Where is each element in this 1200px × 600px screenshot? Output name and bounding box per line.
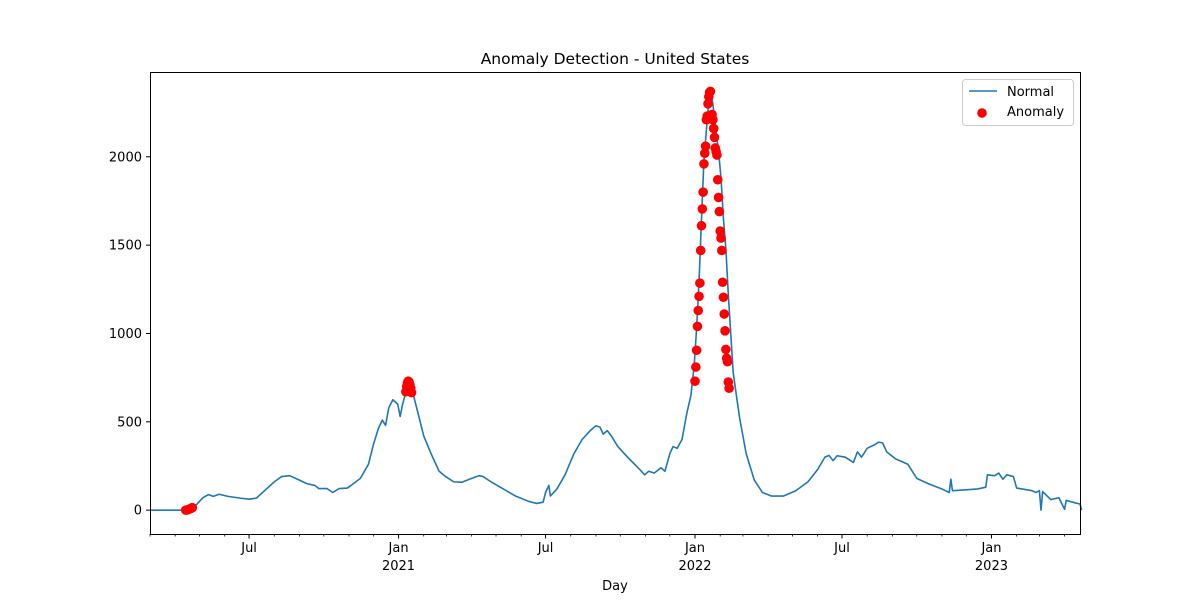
anomaly-point bbox=[697, 204, 708, 214]
anomaly-point bbox=[722, 356, 733, 367]
anomaly-point bbox=[709, 132, 720, 143]
y-axis: 0 500 1000 1500 2000 bbox=[109, 150, 150, 519]
y-tick-label: 500 bbox=[117, 415, 142, 430]
legend-marker-anomaly bbox=[977, 108, 987, 118]
anomaly-point bbox=[187, 502, 198, 513]
y-tick-label: 1500 bbox=[109, 239, 142, 254]
anomaly-point bbox=[717, 277, 728, 288]
plot-area bbox=[150, 86, 1083, 515]
anomaly-point bbox=[716, 233, 726, 243]
x-tick-label: Jul bbox=[537, 541, 554, 556]
anomaly-point bbox=[708, 123, 719, 134]
anomaly-point bbox=[717, 245, 727, 256]
x-tick-label: Jan bbox=[388, 541, 409, 556]
x-tick-label: Jan bbox=[980, 541, 1001, 556]
anomaly-point bbox=[718, 292, 729, 303]
anomaly-point bbox=[724, 383, 734, 394]
anomaly-point bbox=[695, 278, 705, 288]
anomaly-point bbox=[721, 344, 731, 355]
anomaly-points bbox=[180, 86, 734, 515]
anomaly-point bbox=[693, 305, 704, 316]
anomaly-point bbox=[719, 309, 730, 319]
legend-label-anomaly: Anomaly bbox=[1007, 105, 1064, 120]
anomaly-point bbox=[705, 86, 716, 97]
anomaly-point bbox=[696, 220, 707, 231]
x-tick-label: Jan bbox=[684, 541, 705, 556]
anomaly-point bbox=[698, 187, 708, 197]
anomaly-point bbox=[406, 387, 417, 398]
anomaly-point bbox=[713, 192, 724, 203]
chart-title: Anomaly Detection - United States bbox=[481, 50, 750, 68]
x-tick-year-label: 2023 bbox=[975, 559, 1008, 574]
anomaly-point bbox=[715, 226, 725, 236]
legend-label-normal: Normal bbox=[1007, 85, 1054, 100]
anomaly-point bbox=[712, 150, 722, 160]
x-axis: Jul Jan 2021 Jul Jan 2022 Jul Jan 2023 bbox=[149, 534, 1065, 574]
anomaly-point bbox=[699, 159, 709, 169]
anomaly-point bbox=[694, 291, 704, 302]
x-tick-year-label: 2021 bbox=[382, 559, 415, 574]
anomaly-point bbox=[700, 141, 711, 151]
y-tick-label: 0 bbox=[134, 504, 142, 519]
anomaly-point bbox=[691, 362, 701, 372]
anomaly-point bbox=[720, 326, 730, 336]
series-line-normal bbox=[150, 90, 1083, 511]
legend: Normal Anomaly bbox=[962, 79, 1074, 126]
anomaly-point bbox=[699, 148, 710, 159]
anomaly-point bbox=[703, 99, 713, 109]
y-tick-label: 2000 bbox=[109, 150, 142, 165]
y-tick-label: 1000 bbox=[109, 327, 142, 342]
x-tick-year-label: 2022 bbox=[678, 559, 711, 574]
x-tick-label: Jul bbox=[833, 541, 850, 556]
anomaly-point bbox=[690, 376, 700, 386]
anomaly-point bbox=[712, 174, 723, 185]
anomaly-point bbox=[695, 245, 706, 256]
x-tick-label: Jul bbox=[240, 541, 257, 556]
axes-frame bbox=[150, 72, 1081, 535]
anomaly-point bbox=[714, 206, 725, 217]
anomaly-point bbox=[708, 114, 718, 125]
x-axis-title: Day bbox=[602, 579, 628, 594]
anomaly-point bbox=[691, 345, 702, 356]
anomaly-point bbox=[692, 321, 703, 332]
